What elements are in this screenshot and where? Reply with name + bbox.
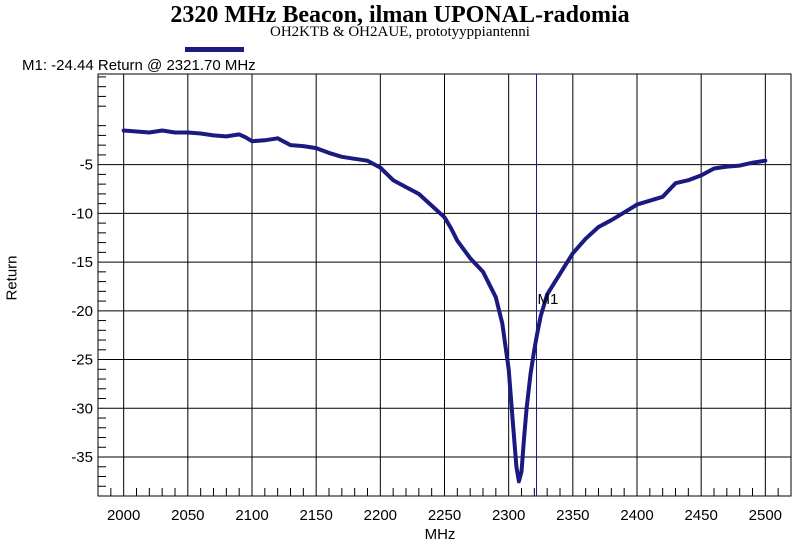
legend-swatch [185,47,244,52]
x-tick-label: 2050 [171,507,204,524]
x-tick-label: 2000 [107,507,140,524]
marker-readout: M1: -24.44 Return @ 2321.70 MHz [22,57,256,74]
y-tick-label: -35 [71,449,93,466]
chart-subtitle: OH2KTB & OH2AUE, prototyyppiantenni [270,24,530,40]
x-tick-labels: 2000 2050 2100 2150 2200 2250 2300 2350 2400 2450… [107,507,782,524]
x-tick-label: 2300 [492,507,525,524]
x-tick-label: 2250 [428,507,461,524]
x-tick-label: 2100 [235,507,268,524]
y-tick-label: -20 [71,303,93,320]
y-tick-labels: -5 -10 -15 -20 -25 -30 -35 [71,157,93,466]
x-tick-label: 2150 [299,507,332,524]
y-tick-label: -30 [71,400,93,417]
x-axis-label: MHz [424,526,456,543]
grid [98,74,791,496]
marker-label: M1 [538,291,559,308]
y-axis-label: Return [3,255,21,301]
x-tick-label: 2450 [684,507,717,524]
y-tick-label: -5 [80,157,93,174]
y-tick-label: -15 [71,254,93,271]
y-tick-label: -10 [71,205,93,222]
chart-title: 2320 MHz Beacon, ilman UPONAL-radomia [170,2,630,28]
x-tick-label: 2200 [364,507,397,524]
x-tick-label: 2400 [620,507,653,524]
minor-ticks [97,76,792,497]
series-line [121,128,768,484]
x-tick-label: 2500 [749,507,782,524]
x-tick-label: 2350 [556,507,589,524]
y-tick-label: -25 [71,352,93,369]
